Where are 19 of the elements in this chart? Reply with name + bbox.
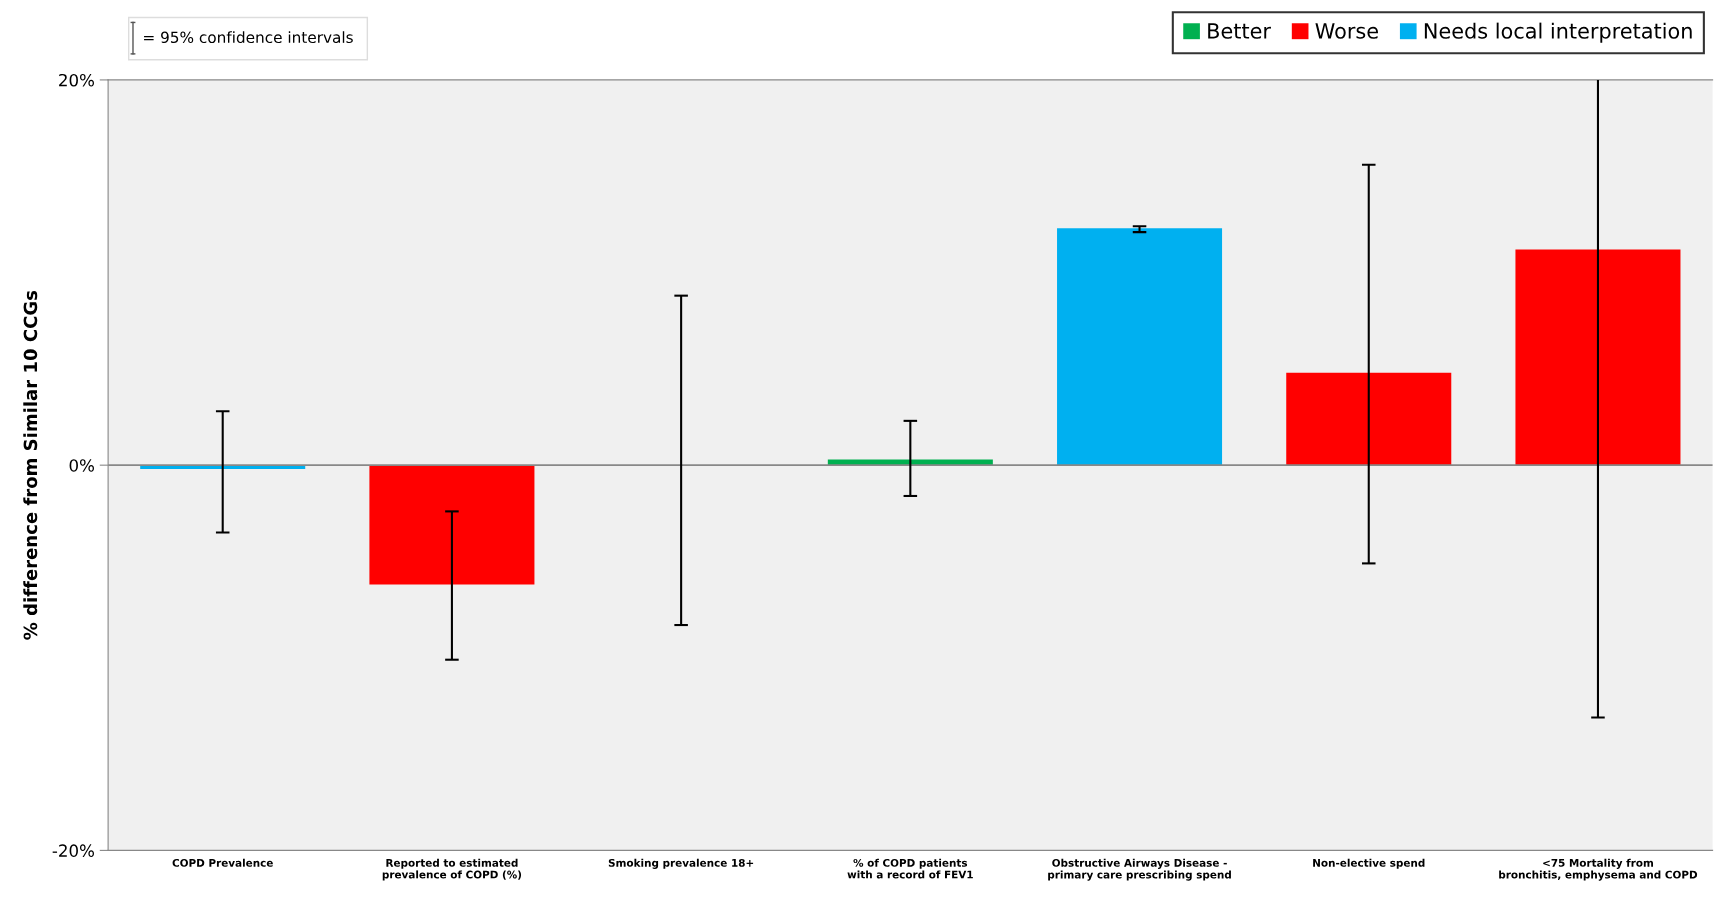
bar bbox=[369, 465, 535, 585]
bar bbox=[1057, 228, 1223, 466]
x-tick-label: Non-elective spend bbox=[1313, 858, 1425, 869]
bar bbox=[1515, 249, 1681, 466]
y-axis-title: % difference from Similar 10 CCGs bbox=[23, 290, 38, 640]
text: = 95% confidence intervals bbox=[144, 31, 353, 44]
y-tick-label: -20% bbox=[52, 844, 94, 857]
legend-label: Better bbox=[1208, 23, 1271, 39]
x-tick-label: % of COPD patients with a record of FEV1 bbox=[847, 858, 973, 879]
x-tick-label: Obstructive Airways Disease - primary care prescribing spend bbox=[1048, 858, 1231, 881]
x-tick-label: COPD Prevalence bbox=[172, 858, 273, 867]
x-tick-label: Reported to estimated prevalence of COPD (%) bbox=[382, 858, 522, 881]
legend-label: Needs local interpretation bbox=[1424, 22, 1692, 43]
legend-label: Worse bbox=[1315, 23, 1378, 39]
bar bbox=[1286, 372, 1452, 466]
x-tick-label: Smoking prevalence 18+ bbox=[608, 858, 754, 869]
y-tick-label: 20% bbox=[59, 73, 94, 87]
x-tick-label: <75 Mortality from bronchitis, emphysema and COPD bbox=[1499, 858, 1698, 881]
y-tick-label: 0% bbox=[69, 459, 94, 472]
